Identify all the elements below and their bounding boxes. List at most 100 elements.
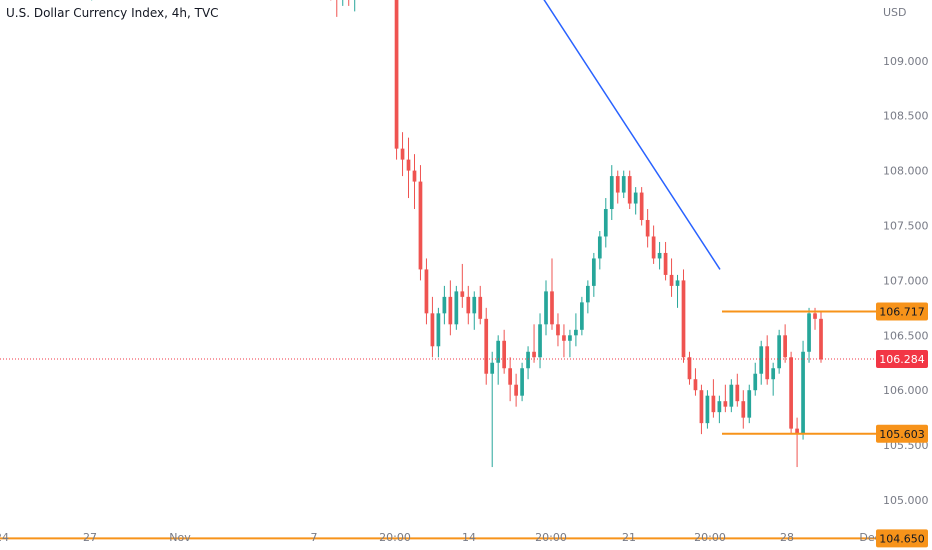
candle-body bbox=[771, 368, 776, 380]
candle-body bbox=[496, 340, 501, 363]
time-tick-label-0: 24 bbox=[0, 531, 9, 544]
time-tick-label-6: 20:00 bbox=[535, 531, 567, 544]
candle-body bbox=[699, 390, 704, 424]
time-tick-label-7: 21 bbox=[622, 531, 636, 544]
candle-body bbox=[795, 428, 799, 435]
price-tick-label-2: 106.500 bbox=[883, 329, 929, 342]
current-price-label-text: 106.284 bbox=[879, 353, 925, 366]
candle-body bbox=[526, 351, 530, 369]
candle-body bbox=[747, 390, 752, 418]
candle-body bbox=[550, 291, 554, 325]
level-price-label-0-text: 106.717 bbox=[879, 305, 925, 318]
current-price-label-bg bbox=[876, 350, 928, 369]
candle-body bbox=[609, 176, 614, 210]
candle-body bbox=[651, 236, 656, 259]
candle-body bbox=[621, 176, 626, 193]
candle-body bbox=[562, 335, 566, 341]
candle-body bbox=[603, 209, 608, 237]
price-tick-label-0: 105.000 bbox=[883, 494, 929, 507]
candle-body bbox=[508, 368, 512, 385]
candle-body bbox=[568, 335, 572, 341]
candle-body bbox=[759, 346, 764, 374]
candle-body bbox=[657, 252, 662, 259]
candle-body bbox=[394, 0, 399, 149]
candle-body bbox=[466, 296, 471, 314]
candle-body bbox=[484, 318, 489, 374]
time-tick-label-3: 7 bbox=[311, 531, 318, 544]
candle-body bbox=[633, 192, 638, 204]
price-tick-label-6: 108.500 bbox=[883, 110, 929, 123]
candle-body bbox=[574, 329, 578, 336]
candle-body bbox=[460, 291, 465, 297]
candle-body bbox=[412, 170, 417, 182]
candle-body bbox=[807, 313, 811, 352]
time-axis[interactable]: 24 27 Nov 7 20:00 14 20:00 21 20:00 28 Dec bbox=[0, 531, 881, 544]
candle-body bbox=[544, 291, 548, 325]
candle-body bbox=[520, 368, 524, 396]
candle-body bbox=[777, 335, 782, 369]
candle-body bbox=[472, 296, 477, 314]
candle-body bbox=[400, 148, 405, 160]
candle-body bbox=[406, 159, 411, 171]
price-tick-label-4: 107.500 bbox=[883, 220, 929, 233]
candle-body bbox=[705, 395, 710, 424]
time-tick-label-8: 20:00 bbox=[694, 531, 726, 544]
candle-body bbox=[723, 401, 728, 407]
level-price-label-0-bg bbox=[876, 302, 928, 321]
candle-body bbox=[741, 401, 746, 418]
candle-body bbox=[591, 258, 596, 286]
candle-body bbox=[813, 313, 817, 319]
level-price-label-2-text: 104.650 bbox=[879, 532, 925, 545]
level-price-label-2-bg bbox=[876, 529, 928, 548]
time-tick-label-9: 28 bbox=[780, 531, 794, 544]
candle-body bbox=[532, 351, 536, 358]
candle-body bbox=[454, 291, 459, 325]
trendline bbox=[543, 0, 721, 270]
chart-title: U.S. Dollar Currency Index, 4h, TVC bbox=[6, 6, 219, 20]
price-tick-label-5: 108.000 bbox=[883, 165, 929, 178]
candle-body bbox=[711, 395, 716, 413]
candles-layer bbox=[91, 0, 823, 468]
candle-body bbox=[765, 346, 770, 380]
candle-body bbox=[580, 302, 584, 330]
price-tick-label-7: 109.000 bbox=[883, 55, 929, 68]
drawings-layer bbox=[0, 0, 876, 540]
candle-body bbox=[442, 296, 447, 314]
candle-body bbox=[556, 324, 560, 336]
axis-unit-label: USD bbox=[883, 6, 907, 19]
candle-body bbox=[430, 313, 435, 347]
candle-body bbox=[645, 220, 650, 237]
candle-body bbox=[436, 313, 441, 347]
candle-body bbox=[538, 324, 542, 358]
candle-body bbox=[627, 176, 632, 204]
candle-body bbox=[675, 280, 680, 286]
candle-body bbox=[669, 274, 674, 286]
candle-body bbox=[693, 379, 698, 391]
level-price-label-1-text: 105.603 bbox=[879, 428, 925, 441]
candle-body bbox=[663, 252, 668, 275]
candle-body bbox=[586, 285, 590, 303]
candle-body bbox=[801, 351, 805, 435]
price-tick-label-1: 106.000 bbox=[883, 384, 929, 397]
time-tick-label-10: Dec bbox=[859, 531, 880, 544]
candle-body bbox=[687, 357, 692, 380]
price-labels-layer: 106.717 105.603 104.650 106.284 bbox=[876, 302, 928, 548]
candle-body bbox=[615, 176, 620, 193]
candle-body bbox=[789, 357, 793, 429]
candle-body bbox=[502, 340, 507, 369]
time-tick-label-2: Nov bbox=[169, 531, 191, 544]
candle-body bbox=[681, 280, 686, 358]
candle-body bbox=[783, 335, 787, 358]
time-tick-label-5: 14 bbox=[462, 531, 476, 544]
candle-body bbox=[514, 384, 518, 396]
time-tick-label-1: 27 bbox=[83, 531, 97, 544]
candle-body bbox=[448, 296, 453, 325]
candle-body bbox=[597, 236, 602, 259]
candle-body bbox=[717, 401, 722, 413]
candle-body bbox=[729, 384, 734, 407]
candle-body bbox=[490, 362, 495, 374]
candle-body bbox=[424, 269, 429, 314]
candle-body bbox=[418, 181, 423, 270]
